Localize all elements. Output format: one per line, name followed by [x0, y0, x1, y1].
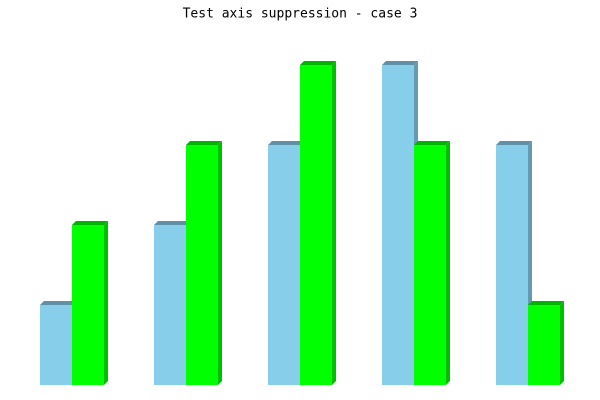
bar-top — [300, 61, 336, 65]
bar — [300, 65, 332, 385]
bar — [414, 145, 446, 385]
bar — [382, 65, 414, 385]
bar-top — [268, 141, 304, 145]
bar-side — [104, 221, 108, 385]
bar-side — [332, 61, 336, 385]
bar-top — [186, 141, 222, 145]
bar — [40, 305, 72, 385]
bar — [496, 145, 528, 385]
bar-top — [496, 141, 532, 145]
bar-top — [40, 301, 76, 305]
bar-side — [218, 141, 222, 385]
bar-side — [446, 141, 450, 385]
bar — [186, 145, 218, 385]
bar-top — [528, 301, 564, 305]
bar — [528, 305, 560, 385]
bar-top — [154, 221, 190, 225]
bar-side — [560, 301, 564, 385]
chart-title: Test axis suppression - case 3 — [183, 7, 418, 22]
bar — [154, 225, 186, 385]
bar — [268, 145, 300, 385]
bar-top — [72, 221, 108, 225]
bar-top — [414, 141, 450, 145]
bar — [72, 225, 104, 385]
bar-top — [382, 61, 418, 65]
